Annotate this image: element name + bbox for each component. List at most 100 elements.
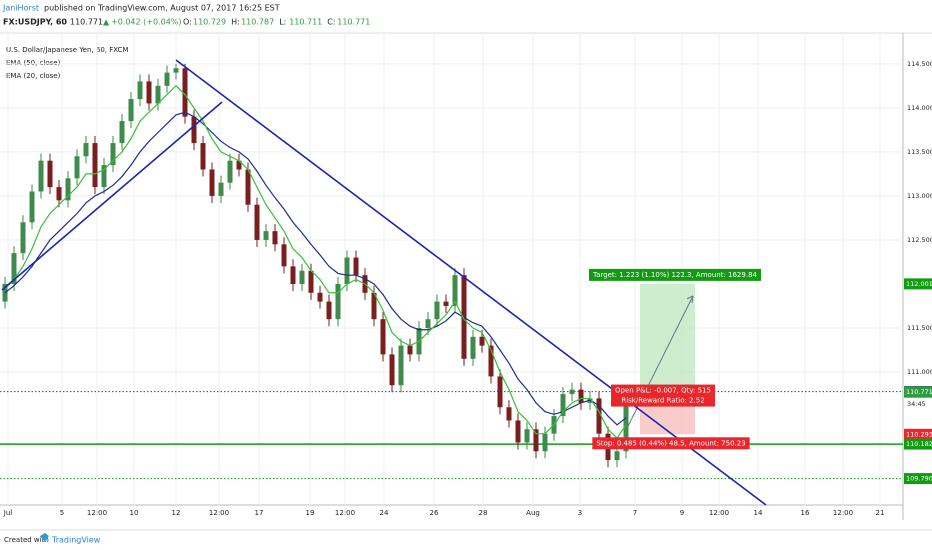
- legend-item: EMA (50, close): [6, 59, 61, 67]
- change-arrow: ▲: [103, 18, 110, 27]
- footer-brand[interactable]: TradingView: [51, 536, 101, 545]
- candle-body: [155, 85, 161, 104]
- candle-body: [497, 376, 503, 408]
- candle-body: [146, 81, 152, 104]
- logo: [40, 533, 49, 542]
- price-label-bg: [904, 428, 932, 440]
- candle-body: [398, 345, 404, 386]
- candle-body: [623, 394, 629, 452]
- candle-body: [38, 160, 44, 192]
- symbol: FX:USDJPY, 60: [3, 18, 67, 27]
- ohlc-key: L:: [279, 18, 286, 27]
- x-tick-label: 26: [430, 509, 439, 517]
- x-tick-label: 12: [172, 509, 181, 517]
- trend-line: [1, 101, 223, 291]
- x-tick-label: 16: [801, 509, 810, 517]
- y-tick-label: 112.500: [907, 236, 932, 244]
- price-label-bg: [904, 278, 932, 290]
- candle-body: [434, 301, 440, 320]
- footer-text: Created with: [4, 536, 49, 544]
- candle-body: [101, 165, 107, 188]
- candle-body: [200, 143, 206, 170]
- plot: [0, 33, 903, 505]
- stop-label: Stop: 0.485 (0.44%) 48.5, Amount: 750.23: [596, 439, 745, 447]
- candle-body: [11, 253, 17, 284]
- pnl-label: Risk/Reward Ratio: 2.52: [621, 397, 704, 405]
- candle-body: [308, 270, 314, 293]
- price-label-bg: [904, 438, 932, 450]
- x-tick-label: 24: [380, 509, 389, 517]
- candle-body: [344, 257, 350, 284]
- price-label: 110.293: [906, 430, 932, 438]
- candle-body: [281, 244, 287, 267]
- y-tick-label: 111.500: [907, 324, 932, 332]
- price-label: 110.182: [906, 440, 932, 448]
- legend-item: EMA (20, close): [6, 72, 61, 80]
- candle-body: [164, 72, 170, 86]
- candle-body: [254, 204, 260, 240]
- target-label: Target: 1.223 (1.10%) 122.3, Amount: 162…: [592, 271, 758, 279]
- legend-title: U.S. Dollar/Japanese Yen, 60, FXCM: [6, 46, 128, 54]
- candle-body: [353, 257, 359, 276]
- x-tick-label: Jul: [3, 509, 13, 517]
- ohlc-value: 110.771: [337, 18, 370, 27]
- candle-body: [326, 301, 332, 320]
- candle-body: [452, 275, 458, 306]
- candle-body: [407, 345, 413, 355]
- candle-body: [173, 68, 179, 73]
- ohlc-key: O:: [183, 18, 192, 27]
- candle-body: [299, 270, 305, 284]
- y-tick-label: 114.000: [907, 104, 932, 112]
- x-tick-label: 12:00: [833, 509, 853, 517]
- candle-body: [47, 160, 53, 188]
- candle-body: [119, 121, 125, 144]
- y-tick-label: 114.500: [907, 60, 932, 68]
- author[interactable]: JaniHorst: [2, 4, 39, 13]
- candle-body: [380, 319, 386, 355]
- x-tick-label: 12:00: [335, 509, 355, 517]
- candle-body: [83, 143, 89, 157]
- price-label: 112.001: [906, 280, 932, 288]
- candle-body: [560, 394, 566, 417]
- x-tick-label: 9: [680, 509, 684, 517]
- candle-body: [227, 160, 233, 183]
- candle-body: [470, 336, 476, 359]
- candle-body: [533, 429, 539, 452]
- candle-body: [110, 143, 116, 166]
- x-tick-label: 12:00: [709, 509, 729, 517]
- candle-body: [479, 336, 485, 346]
- y-tick-label: 111.000: [907, 368, 932, 376]
- candle-body: [488, 345, 494, 377]
- published: published on TradingView.com, August 07,…: [44, 4, 280, 13]
- y-tick-label: 113.500: [907, 148, 932, 156]
- candle-body: [335, 283, 341, 320]
- candle-body: [20, 222, 26, 254]
- candle-body: [263, 231, 269, 240]
- candle-body: [515, 420, 521, 443]
- x-tick-label: 12:00: [209, 509, 229, 517]
- x-tick-label: 3: [578, 509, 582, 517]
- ema-line: [4, 84, 627, 440]
- price-label-bg: [904, 473, 932, 485]
- candle-body: [290, 266, 296, 284]
- candle-body: [389, 354, 395, 386]
- price-label-bg: [904, 386, 932, 398]
- trend-line: [175, 59, 767, 506]
- candle-body: [506, 407, 512, 421]
- projection-arrow: [625, 295, 694, 431]
- arrow-head: [686, 295, 694, 303]
- ohlc-key: C:: [327, 18, 335, 27]
- x-tick-label: 10: [130, 509, 139, 517]
- candle-body: [218, 182, 224, 196]
- last-price: 110.771: [70, 18, 103, 27]
- candle-body: [92, 143, 98, 188]
- candle-body: [245, 169, 251, 205]
- x-tick-label: 21: [876, 509, 885, 517]
- price-label: 110.771: [906, 388, 932, 396]
- candle-body: [182, 68, 188, 117]
- candle-body: [425, 319, 431, 328]
- x-tick-label: 5: [60, 509, 64, 517]
- change: +0.042 (+0.04%): [111, 18, 182, 27]
